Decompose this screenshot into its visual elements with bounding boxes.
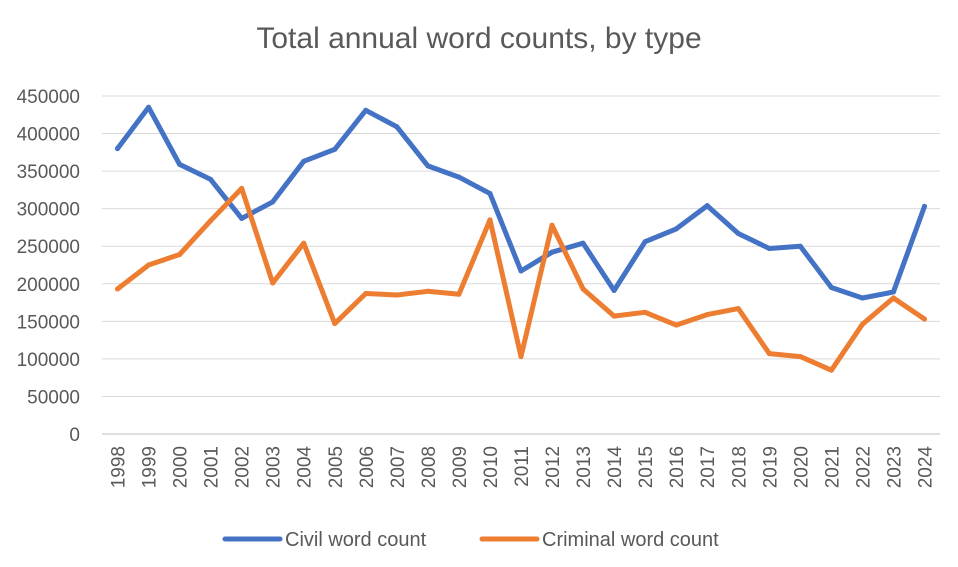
data-point bbox=[921, 316, 927, 322]
x-tick-label: 1998 bbox=[109, 446, 130, 488]
x-tick-label: 2000 bbox=[171, 446, 192, 488]
data-point bbox=[301, 240, 307, 246]
x-tick-label: 2011 bbox=[512, 446, 533, 487]
data-point bbox=[332, 321, 338, 327]
chart-title: Total annual word counts, by type bbox=[256, 22, 702, 55]
x-tick-label: 2012 bbox=[543, 446, 564, 488]
series-lines bbox=[115, 104, 927, 373]
data-point bbox=[487, 217, 493, 223]
x-tick-label: 2003 bbox=[264, 446, 285, 488]
data-point bbox=[611, 288, 617, 294]
data-point bbox=[797, 243, 803, 249]
data-point bbox=[332, 146, 338, 152]
x-tick-label: 2018 bbox=[729, 446, 750, 488]
x-tick-label: 2016 bbox=[667, 446, 688, 488]
data-point bbox=[363, 107, 369, 113]
data-point bbox=[456, 174, 462, 180]
data-point bbox=[394, 292, 400, 298]
x-tick-label: 2022 bbox=[853, 446, 874, 488]
x-tick-label: 2005 bbox=[326, 446, 347, 488]
x-tick-label: 2015 bbox=[636, 446, 657, 488]
data-point bbox=[208, 176, 214, 182]
x-tick-label: 1999 bbox=[140, 446, 161, 488]
data-point bbox=[642, 239, 648, 245]
data-point bbox=[549, 222, 555, 228]
x-tick-label: 2024 bbox=[915, 446, 936, 489]
data-point bbox=[115, 286, 121, 292]
data-point bbox=[518, 354, 524, 360]
x-tick-label: 2007 bbox=[388, 446, 409, 488]
data-point bbox=[921, 203, 927, 209]
data-point bbox=[859, 321, 865, 327]
x-axis-tick-labels: 1998 1999 2000 2001 2002 2003 2004 2005 2006 2007… bbox=[109, 446, 937, 489]
x-tick-label: 2004 bbox=[295, 446, 316, 489]
data-point bbox=[673, 226, 679, 232]
x-tick-label: 2001 bbox=[202, 446, 223, 488]
data-point bbox=[735, 306, 741, 312]
data-point bbox=[394, 124, 400, 130]
data-point bbox=[580, 286, 586, 292]
x-tick-label: 2013 bbox=[574, 446, 595, 488]
data-point bbox=[301, 158, 307, 164]
data-point bbox=[208, 218, 214, 224]
data-point bbox=[146, 104, 152, 110]
data-point bbox=[704, 203, 710, 209]
data-point bbox=[611, 313, 617, 319]
y-axis-tick-labels: 0 50000 100000 150000 200000 250000 300000 3500… bbox=[17, 87, 80, 446]
data-point bbox=[704, 312, 710, 318]
y-tick-label: 150000 bbox=[17, 312, 80, 333]
data-point bbox=[673, 322, 679, 328]
data-point bbox=[177, 161, 183, 167]
y-tick-label: 450000 bbox=[17, 87, 80, 108]
data-point bbox=[425, 288, 431, 294]
data-point bbox=[146, 262, 152, 268]
data-point bbox=[239, 185, 245, 191]
data-point bbox=[270, 280, 276, 286]
legend: Civil word count Criminal word count bbox=[222, 529, 719, 551]
data-point bbox=[828, 367, 834, 373]
data-point bbox=[890, 295, 896, 301]
y-tick-label: 200000 bbox=[17, 275, 80, 296]
data-point bbox=[735, 230, 741, 236]
data-point bbox=[518, 268, 524, 274]
data-point bbox=[177, 251, 183, 257]
y-tick-label: 0 bbox=[69, 425, 80, 446]
data-point bbox=[239, 215, 245, 221]
data-point bbox=[487, 191, 493, 197]
data-point bbox=[890, 289, 896, 295]
data-point bbox=[766, 351, 772, 357]
data-point bbox=[828, 285, 834, 291]
data-point bbox=[363, 291, 369, 297]
data-point bbox=[766, 245, 772, 251]
x-tick-label: 2002 bbox=[233, 446, 254, 488]
legend-label: Civil word count bbox=[285, 529, 427, 551]
x-tick-label: 2023 bbox=[884, 446, 905, 488]
data-point bbox=[549, 249, 555, 255]
data-point bbox=[859, 295, 865, 301]
data-point bbox=[270, 199, 276, 205]
data-point bbox=[642, 309, 648, 315]
x-tick-label: 2014 bbox=[605, 446, 626, 489]
x-tick-label: 2010 bbox=[481, 446, 502, 488]
data-point bbox=[425, 163, 431, 169]
y-tick-label: 100000 bbox=[17, 350, 80, 371]
y-tick-label: 300000 bbox=[17, 200, 80, 221]
y-tick-label: 400000 bbox=[17, 125, 80, 146]
x-tick-label: 2021 bbox=[822, 446, 843, 488]
y-tick-label: 350000 bbox=[17, 162, 80, 183]
data-point bbox=[456, 291, 462, 297]
x-tick-label: 2006 bbox=[357, 446, 378, 488]
data-point bbox=[580, 240, 586, 246]
y-tick-label: 250000 bbox=[17, 237, 80, 258]
data-point bbox=[797, 354, 803, 360]
x-tick-label: 2019 bbox=[760, 446, 781, 488]
x-tick-label: 2008 bbox=[419, 446, 440, 488]
legend-label: Criminal word count bbox=[542, 529, 719, 551]
y-tick-label: 50000 bbox=[27, 387, 80, 408]
data-point bbox=[115, 146, 121, 152]
x-tick-label: 2020 bbox=[791, 446, 812, 488]
x-tick-label: 2009 bbox=[450, 446, 471, 488]
x-tick-label: 2017 bbox=[698, 446, 719, 488]
